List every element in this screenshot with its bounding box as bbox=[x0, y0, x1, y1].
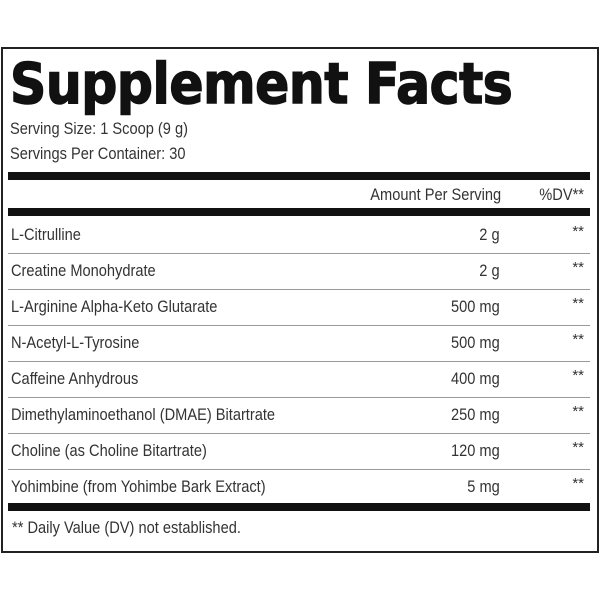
ingredient-name: Yohimbine (from Yohimbe Bark Extract) bbox=[11, 477, 266, 496]
ingredient-dv: ** bbox=[572, 439, 584, 456]
ingredient-dv: ** bbox=[572, 331, 584, 348]
ingredient-name: N-Acetyl-L-Tyrosine bbox=[11, 333, 140, 352]
ingredient-amount: 500 mg bbox=[451, 297, 500, 316]
ingredient-row: Yohimbine (from Yohimbe Bark Extract) 5 m… bbox=[8, 469, 590, 505]
servings-per-container: Servings Per Container: 30 bbox=[10, 144, 186, 163]
dv-header: %DV** bbox=[539, 185, 584, 204]
supplement-facts-panel bbox=[1, 47, 599, 553]
ingredient-amount: 2 g bbox=[479, 261, 500, 280]
ingredient-name: Choline (as Choline Bitartrate) bbox=[11, 441, 207, 460]
ingredient-amount: 250 mg bbox=[451, 405, 500, 424]
ingredient-name: Caffeine Anhydrous bbox=[11, 369, 139, 388]
ingredient-dv: ** bbox=[572, 367, 584, 384]
ingredient-dv: ** bbox=[572, 223, 584, 240]
ingredient-name: L-Citrulline bbox=[11, 225, 81, 244]
ingredient-amount: 5 mg bbox=[467, 477, 500, 496]
ingredient-row: Choline (as Choline Bitartrate) 120 mg ** bbox=[8, 433, 590, 470]
ingredient-dv: ** bbox=[572, 259, 584, 276]
divider-thick bbox=[8, 208, 590, 216]
serving-size: Serving Size: 1 Scoop (9 g) bbox=[10, 119, 188, 138]
ingredient-dv: ** bbox=[572, 475, 584, 492]
ingredient-amount: 400 mg bbox=[451, 369, 500, 388]
ingredient-row: Creatine Monohydrate 2 g ** bbox=[8, 253, 590, 290]
ingredient-amount: 500 mg bbox=[451, 333, 500, 352]
ingredient-amount: 120 mg bbox=[451, 441, 500, 460]
ingredient-row: Dimethylaminoethanol (DMAE) Bitartrate 25… bbox=[8, 397, 590, 434]
ingredient-dv: ** bbox=[572, 403, 584, 420]
ingredient-amount: 2 g bbox=[479, 225, 500, 244]
amount-header: Amount Per Serving bbox=[370, 185, 501, 204]
ingredient-dv: ** bbox=[572, 295, 584, 312]
ingredient-name: Creatine Monohydrate bbox=[11, 261, 156, 280]
divider-thick bbox=[8, 172, 590, 180]
ingredient-name: L-Arginine Alpha-Keto Glutarate bbox=[11, 297, 218, 316]
panel-title: Supplement Facts bbox=[9, 51, 513, 118]
ingredient-row: Caffeine Anhydrous 400 mg ** bbox=[8, 361, 590, 398]
divider-thick bbox=[8, 503, 590, 511]
ingredient-row: L-Arginine Alpha-Keto Glutarate 500 mg ** bbox=[8, 289, 590, 326]
ingredient-row: L-Citrulline 2 g ** bbox=[8, 217, 590, 254]
ingredient-name: Dimethylaminoethanol (DMAE) Bitartrate bbox=[11, 405, 276, 424]
footnote: ** Daily Value (DV) not established. bbox=[12, 518, 241, 537]
ingredient-row: N-Acetyl-L-Tyrosine 500 mg ** bbox=[8, 325, 590, 362]
